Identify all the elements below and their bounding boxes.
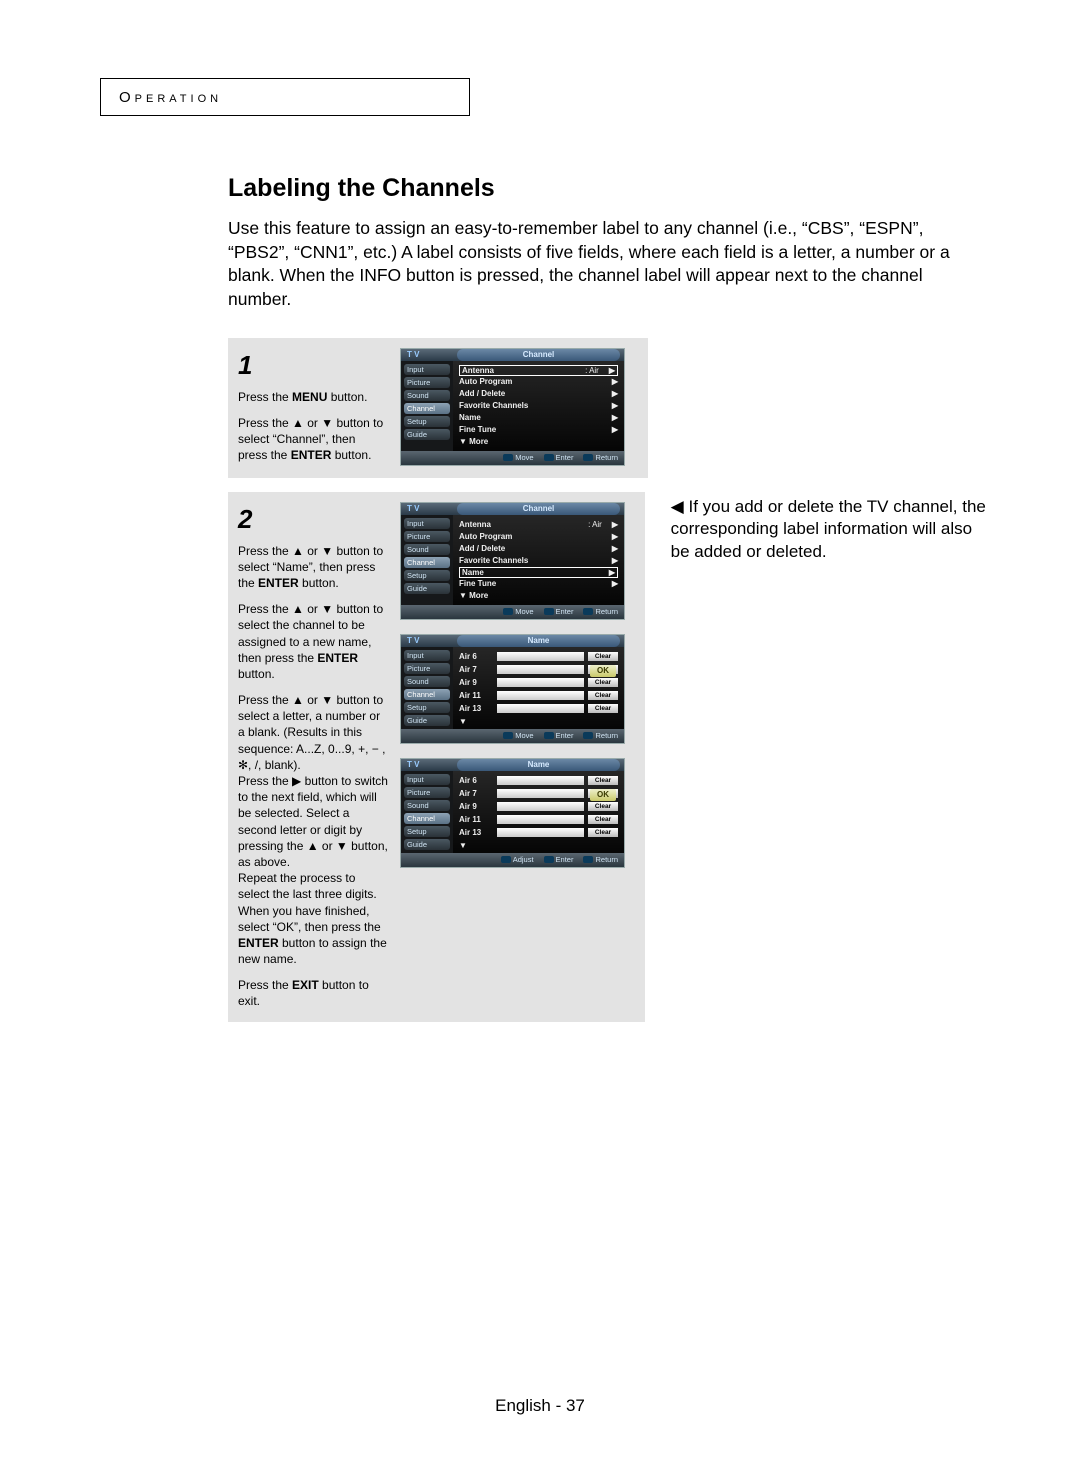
name-row: Air 13Clear	[459, 703, 618, 714]
page-footer: English - 37	[0, 1396, 1080, 1416]
osd-caption: Channel	[457, 349, 620, 361]
ok-button: OK	[590, 789, 616, 801]
arrow-right-icon: ▶	[609, 366, 615, 375]
step-2-p6: Press the EXIT button to exit.	[238, 977, 388, 1009]
side-note: ◀ If you add or delete the TV channel, t…	[671, 492, 988, 565]
name-row: Air 11Clear	[459, 690, 618, 701]
arrow-right-icon: ▶	[612, 377, 618, 386]
step-1-block: 1 Press the MENU button. Press the ▲ or …	[228, 338, 648, 478]
ok-button: OK	[590, 665, 616, 677]
section-label: Operation	[119, 89, 222, 106]
osd-side-channel: Channel	[404, 403, 450, 414]
step-1-line-2: Press the ▲ or ▼ button to select “Chann…	[238, 415, 388, 464]
osd-side-picture: Picture	[404, 377, 450, 388]
arrow-down-icon: ▼	[459, 841, 618, 850]
step-2-block: 2 Press the ▲ or ▼ button to select “Nam…	[228, 492, 645, 1022]
menu-name-selected: Name▶	[459, 567, 618, 578]
menu-name: Name▶	[459, 412, 618, 424]
osd-footer: Move Enter Return	[401, 451, 624, 465]
osd-tv-label: T V	[401, 350, 453, 359]
move-icon	[503, 454, 513, 461]
step-2-text: 2 Press the ▲ or ▼ button to select “Nam…	[238, 502, 388, 1010]
menu-antenna: Antenna : Air ▶	[459, 365, 618, 376]
menu-more: ▼ More	[459, 436, 618, 448]
step-2-p4: Press the ▶ button to switch to the next…	[238, 773, 388, 870]
osd-main-menu: Antenna : Air ▶ Auto Program▶ Add / Dele…	[453, 361, 624, 451]
osd-name-list-1: T V Name Input Picture Sound Channel Set…	[400, 634, 625, 744]
arrow-down-icon: ▼	[459, 717, 618, 726]
step-2-p3: Press the ▲ or ▼ button to select a lett…	[238, 692, 388, 773]
step-2-number: 2	[238, 502, 388, 537]
section-tab: Operation	[100, 78, 470, 116]
step-2-p1: Press the ▲ or ▼ button to select “Name”…	[238, 543, 388, 592]
osd-side-input: Input	[404, 364, 450, 375]
menu-add-delete: Add / Delete▶	[459, 388, 618, 400]
step-1-number: 1	[238, 348, 388, 383]
arrow-right-icon: ▶	[612, 401, 618, 410]
menu-favorite: Favorite Channels▶	[459, 400, 618, 412]
step-2-p5: Repeat the process to select the last th…	[238, 870, 388, 967]
arrow-right-icon: ▶	[612, 413, 618, 422]
arrow-right-icon: ▶	[612, 389, 618, 398]
return-icon	[583, 454, 593, 461]
page-title: Labeling the Channels	[228, 174, 988, 203]
osd-channel-menu-2: T V Channel Input Picture Sound Channel …	[400, 502, 625, 620]
osd-name-list-2: T V Name Input Picture Sound Channel Set…	[400, 758, 625, 868]
menu-auto-program: Auto Program▶	[459, 376, 618, 388]
enter-icon	[544, 454, 554, 461]
menu-fine-tune: Fine Tune▶	[459, 424, 618, 436]
osd-sidebar: Input Picture Sound Channel Setup Guide	[401, 361, 453, 451]
step-2-p2: Press the ▲ or ▼ button to select the ch…	[238, 601, 388, 682]
osd-side-guide: Guide	[404, 429, 450, 440]
osd-side-setup: Setup	[404, 416, 450, 427]
osd-channel-menu-1: T V Channel Input Picture Sound Channel …	[400, 348, 625, 466]
intro-paragraph: Use this feature to assign an easy-to-re…	[228, 217, 988, 312]
osd-side-sound: Sound	[404, 390, 450, 401]
step-1-text: 1 Press the MENU button. Press the ▲ or …	[238, 348, 388, 466]
name-row: Air 6Clear	[459, 651, 618, 662]
step-1-line-1: Press the MENU button.	[238, 389, 388, 405]
arrow-right-icon: ▶	[612, 425, 618, 434]
name-row: Air 9Clear	[459, 677, 618, 688]
